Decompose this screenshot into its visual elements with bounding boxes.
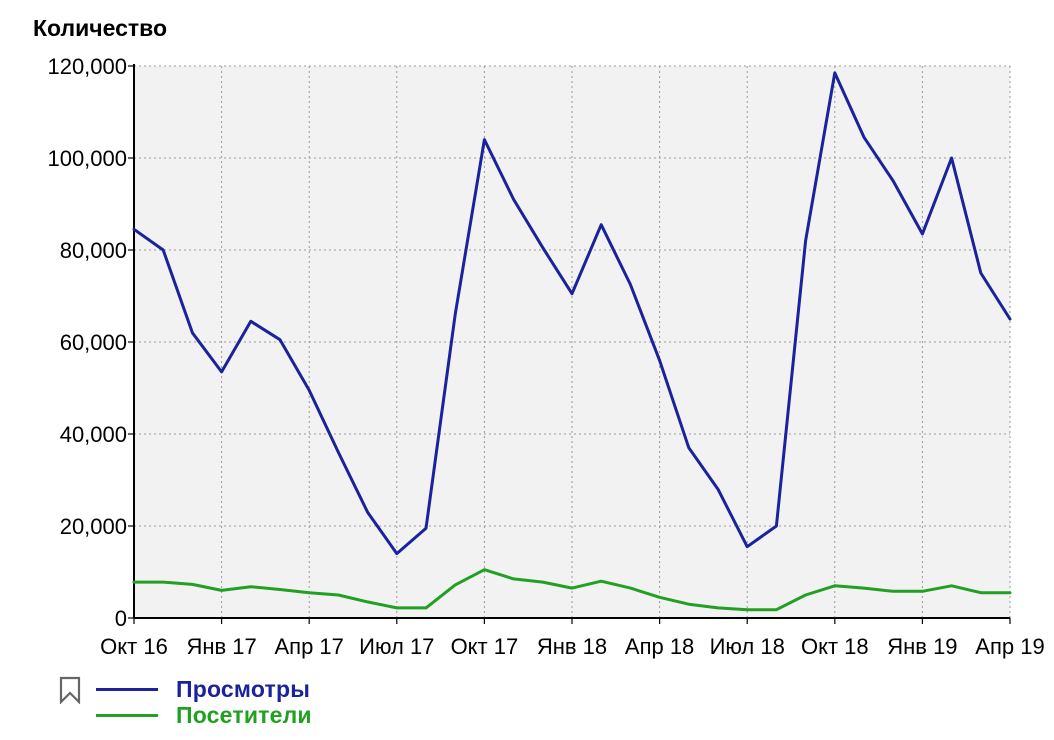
x-tick-label: Апр 19 [975,634,1044,659]
x-tick-label: Янв 19 [887,634,957,659]
x-tick-label: Окт 16 [100,634,168,659]
y-tick-label: 40,000 [60,422,127,447]
y-tick-label: 100,000 [47,146,127,171]
x-tick-label: Июл 17 [359,634,434,659]
x-tick-label: Окт 18 [801,634,869,659]
legend-label-visitors: Посетители [176,701,312,728]
y-tick-label: 120,000 [47,54,127,79]
x-tick-label: Янв 17 [186,634,256,659]
bookmark-icon[interactable] [58,676,82,704]
series-line-visitors [132,568,1012,612]
legend-label-views: Просмотры [176,675,311,702]
legend-item-views: Просмотры [96,675,311,702]
legend-swatch-visitors [96,713,158,717]
axes [128,64,1011,624]
x-tick-label: Июл 18 [710,634,785,659]
legend-item-visitors: Посетители [96,701,312,728]
series-lines [132,71,1012,612]
legend: Просмотры Посетители [58,676,458,736]
x-tick-label: Янв 18 [537,634,607,659]
y-axis-title: Количество [33,15,167,41]
y-tick-label: 80,000 [60,238,127,263]
tick-labels: 0 20,000 40,000 60,000 80,000 100,000 120,000 О… [47,54,1044,659]
y-tick-label: 0 [115,606,127,631]
legend-swatch-views [96,687,158,691]
x-tick-label: Окт 17 [451,634,519,659]
y-tick-label: 20,000 [60,514,127,539]
x-tick-label: Апр 17 [274,634,343,659]
series-line-views [132,71,1012,556]
y-tick-label: 60,000 [60,330,127,355]
x-tick-label: Апр 18 [625,634,694,659]
line-chart: Количество 0 20,000 40,000 60,000 80,000 100,… [33,15,1045,659]
